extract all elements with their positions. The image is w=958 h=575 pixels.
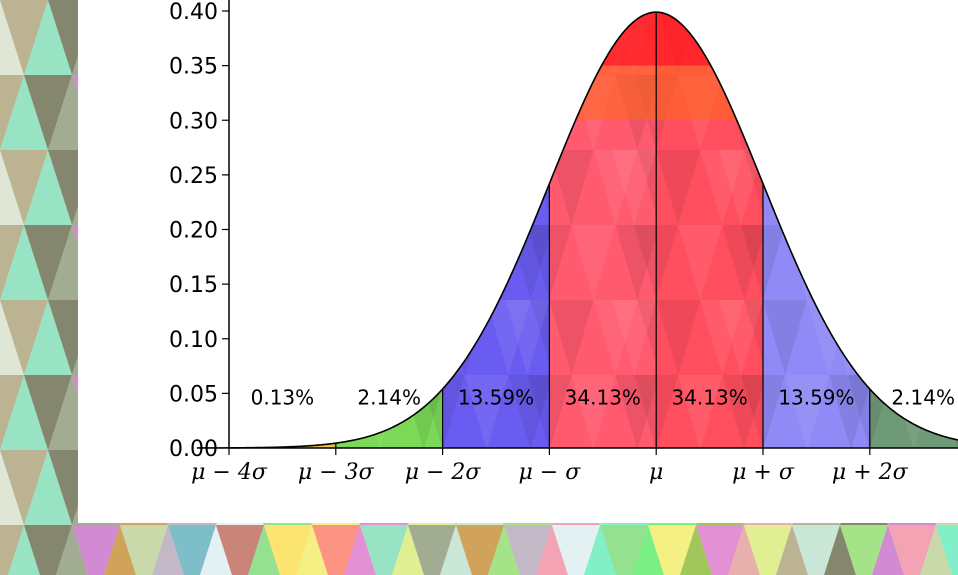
density-curve	[196, 11, 958, 449]
x-tick-label: μ + σ	[732, 460, 795, 485]
y-tick-label: 0.20	[169, 219, 218, 244]
normal-distribution-chart: 0.00 0.05 0.10 0.15 0.20 0.25 0.30 0.35 0.40 μ −…	[169, 0, 958, 485]
percent-annotations: 0.13% 2.14% 13.59% 34.13% 34.13% 13.59% 2.14%	[251, 385, 955, 409]
percent-label: 13.59%	[778, 385, 854, 409]
chart-panel: 0.00 0.05 0.10 0.15 0.20 0.25 0.30 0.35 0.40 μ −…	[78, 0, 958, 523]
y-tick-label: 0.05	[169, 382, 218, 407]
percent-label: 2.14%	[891, 385, 955, 409]
percent-label: 0.13%	[251, 385, 315, 409]
x-tick-label: μ − 4σ	[191, 460, 268, 485]
x-tick-label: μ − 2σ	[405, 460, 482, 485]
shaded-bands	[196, 12, 958, 448]
y-tick-label: 0.15	[169, 273, 218, 298]
percent-label: 34.13%	[565, 385, 641, 409]
y-ticks: 0.00 0.05 0.10 0.15 0.20 0.25 0.30 0.35 0.40	[169, 0, 229, 462]
y-tick-label: 0.35	[169, 55, 218, 80]
y-tick-label: 0.30	[169, 109, 218, 134]
y-tick-label: 0.25	[169, 164, 218, 189]
percent-label: 2.14%	[357, 385, 421, 409]
x-ticks: μ − 4σ μ − 3σ μ − 2σ μ − σ μ μ + σ μ + 2σ	[191, 448, 909, 485]
x-tick-label: μ	[649, 460, 663, 485]
percent-label: 13.59%	[458, 385, 534, 409]
sigma-lines	[335, 12, 871, 448]
y-tick-label: 0.10	[169, 328, 218, 353]
x-tick-label: μ − 3σ	[298, 460, 375, 485]
y-tick-label: 0.40	[169, 0, 218, 25]
y-tick-label: 0.00	[169, 437, 218, 462]
percent-label: 34.13%	[671, 385, 747, 409]
x-tick-label: μ − σ	[519, 460, 582, 485]
x-tick-label: μ + 2σ	[832, 460, 909, 485]
axes	[228, 0, 958, 449]
